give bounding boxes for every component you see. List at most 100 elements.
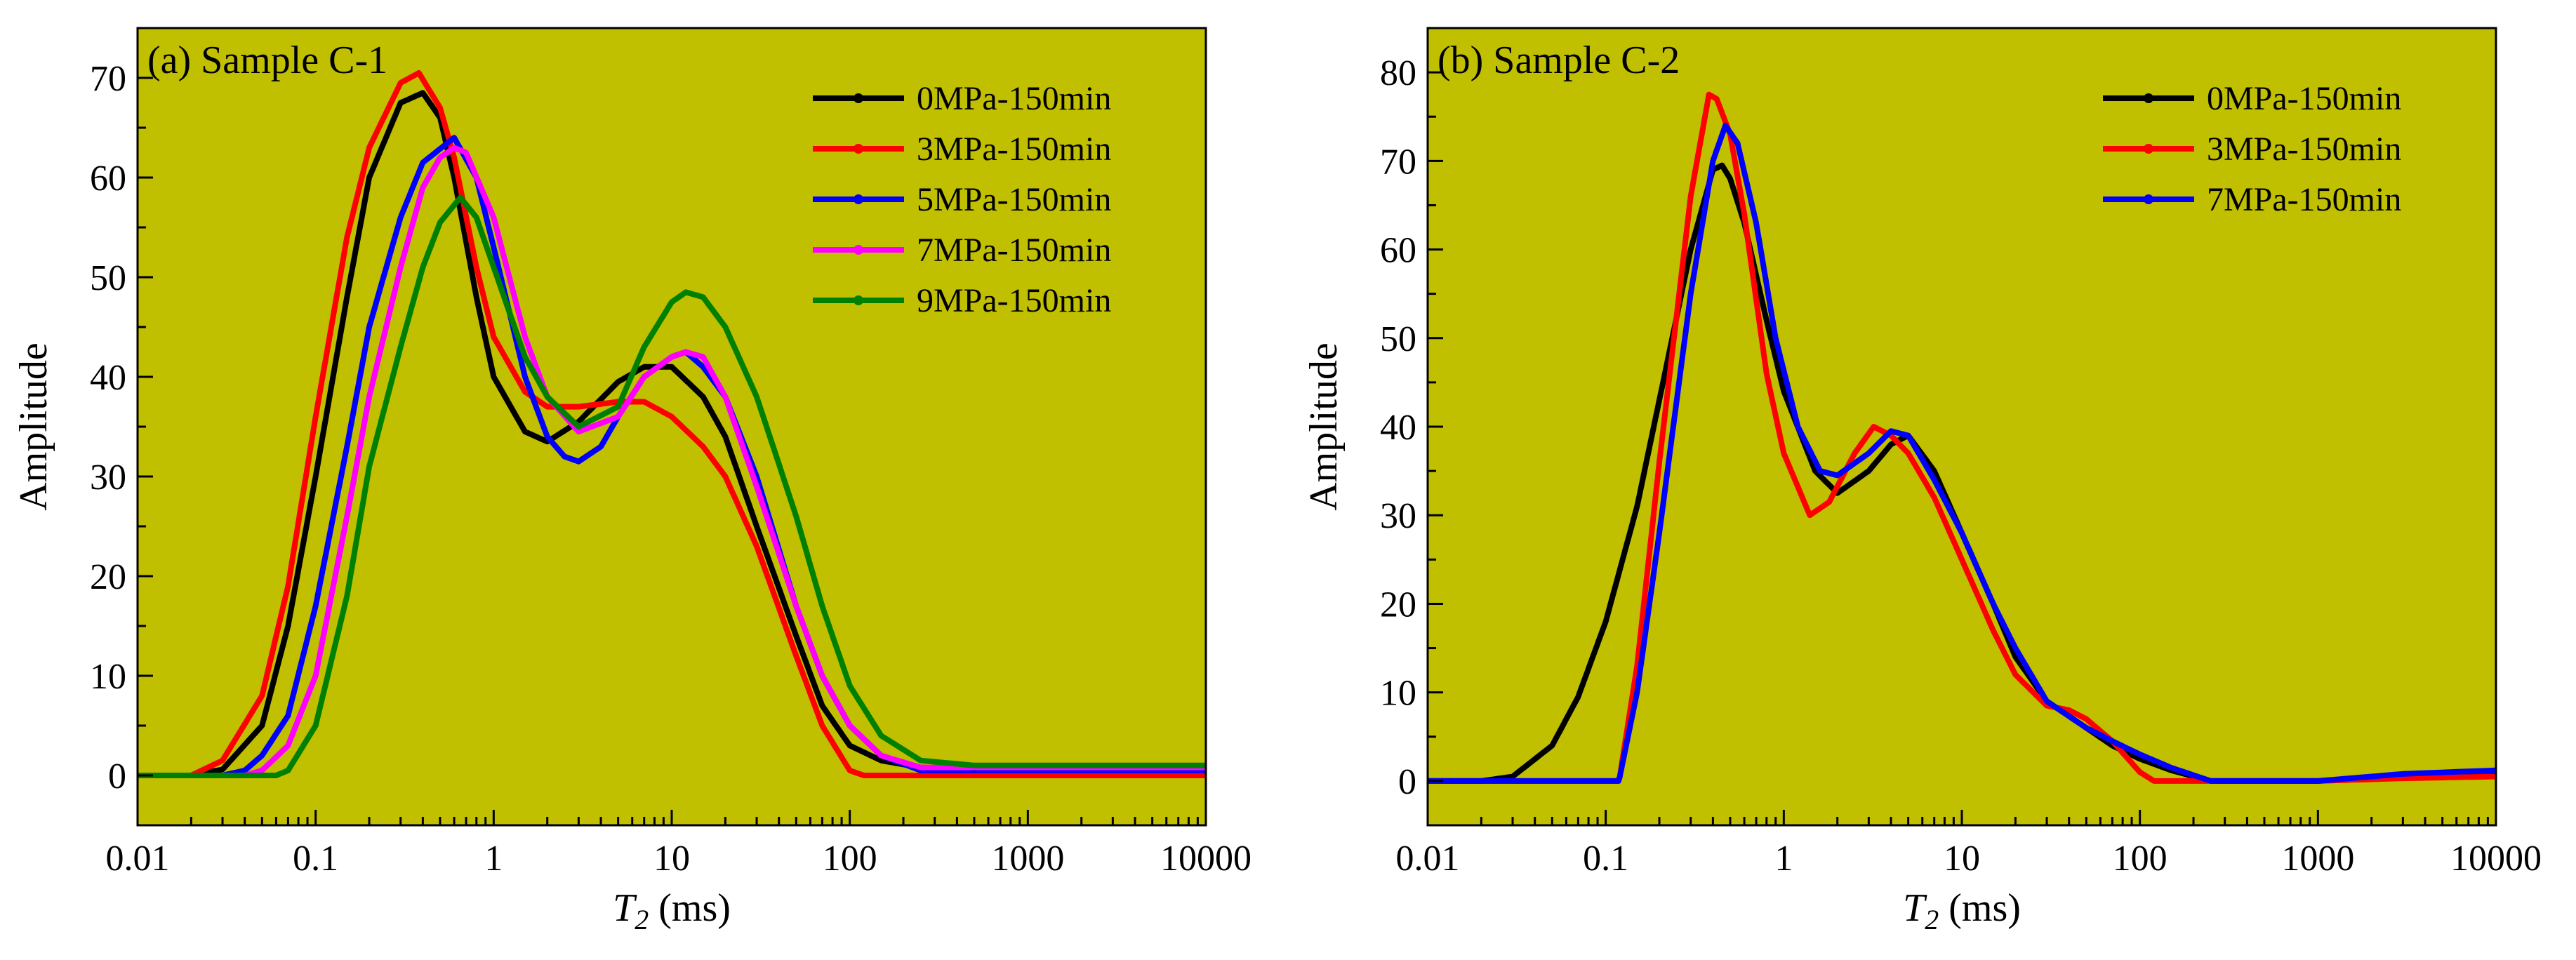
data-point (1735, 140, 1740, 146)
data-point (2012, 646, 2018, 651)
data-point (437, 155, 443, 161)
data-point (1727, 176, 1733, 182)
x-axis-label-symbol: T (1903, 886, 1927, 930)
data-point (642, 344, 647, 349)
y-tick-label: 70 (1380, 142, 1416, 182)
data-point (722, 324, 728, 330)
data-point (847, 683, 853, 688)
y-tick-label: 20 (90, 557, 126, 597)
data-point (285, 768, 291, 773)
series-7mpa-150min (1428, 122, 2496, 784)
data-point (491, 374, 496, 380)
data-point (285, 713, 291, 719)
y-tick-label: 40 (1380, 408, 1416, 448)
data-point (1753, 220, 1759, 226)
data-point (366, 324, 372, 330)
data-point (1634, 690, 1640, 695)
data-point (878, 733, 884, 738)
data-point (437, 220, 443, 225)
data-point (754, 484, 759, 489)
chart-panel-b: 0.01 0.1 1 10 100 1000 10000 0 10 20 30 40 50 60 70 80 T… (1302, 27, 2542, 935)
x-tick-label: 1000 (991, 839, 1064, 879)
legend-marker (854, 194, 863, 204)
data-point (2400, 771, 2405, 777)
x-tick-label: 0.01 (1396, 839, 1460, 879)
y-tick-label: 10 (1380, 674, 1416, 714)
data-point (259, 753, 265, 759)
legend-item-0mpa-150min: 0MPa-150min (2103, 80, 2401, 117)
data-point (847, 723, 853, 728)
legend-marker (854, 144, 863, 154)
data-point (701, 364, 706, 370)
data-point (398, 344, 404, 349)
data-point (344, 294, 350, 300)
data-point (220, 758, 225, 764)
data-point (1741, 211, 1747, 217)
y-tick-label: 50 (90, 258, 126, 298)
data-point (420, 90, 425, 95)
series-0mpa-150min (138, 90, 1206, 778)
data-point (861, 773, 867, 778)
data-point (451, 155, 457, 161)
x-axis-label-subscript: 2 (635, 904, 649, 935)
data-point (398, 215, 404, 220)
legend-item-7mpa-150min: 7MPa-150min (813, 232, 1111, 269)
data-point (242, 768, 248, 773)
data-point (474, 294, 479, 300)
data-point (344, 514, 350, 519)
legend-label: 0MPa-150min (917, 80, 1111, 117)
legend-item-3mpa-150min: 3MPa-150min (813, 131, 1111, 168)
legend-marker (854, 295, 863, 305)
legend-marker (2144, 93, 2153, 103)
data-point (1888, 441, 1894, 447)
data-point (545, 404, 550, 410)
data-point (1826, 499, 1832, 505)
data-point (793, 604, 799, 609)
x-tick-label: 0.1 (293, 839, 338, 879)
legend-marker (854, 245, 863, 255)
data-point (642, 399, 647, 404)
legend-label: 9MPa-150min (917, 282, 1111, 319)
data-point (1871, 424, 1876, 429)
data-point (616, 379, 621, 385)
data-point (701, 394, 706, 399)
data-point (285, 742, 291, 748)
data-point (344, 593, 350, 599)
data-point (2109, 738, 2115, 744)
data-point (1888, 428, 1894, 434)
legend-item-5mpa-150min: 5MPa-150min (813, 181, 1111, 218)
y-tick-label: 70 (90, 59, 126, 99)
y-tick-label: 80 (1380, 53, 1416, 93)
chart-panel-a: 0.01 0.1 1 10 100 1000 10000 0 10 20 30 40 50 60 70 T2 … (12, 27, 1252, 935)
data-point (847, 768, 853, 773)
plot-area (1428, 28, 2496, 825)
data-point (1710, 158, 1715, 164)
data-point (1795, 424, 1800, 429)
data-point (669, 414, 675, 420)
y-tick-label: 60 (1380, 231, 1416, 271)
data-point (398, 80, 404, 86)
data-point (2066, 707, 2072, 713)
data-point (847, 742, 853, 748)
y-axis: 0 10 20 30 40 50 60 70 (90, 27, 153, 827)
series-line-9mpa-150min (138, 194, 1206, 778)
x-tick-label: 10000 (2450, 839, 2542, 879)
y-tick-label: 60 (90, 159, 126, 199)
data-point (1959, 531, 1965, 535)
legend: 0MPa-150min 3MPa-150min 7MPa-150min (2103, 80, 2401, 218)
legend-item-9mpa-150min: 9MPa-150min (813, 282, 1111, 319)
data-point (616, 404, 621, 410)
x-tick-label: 0.1 (1583, 839, 1628, 879)
data-point (1812, 468, 1818, 474)
data-point (1575, 694, 1581, 700)
data-point (1657, 531, 1662, 535)
data-point (683, 289, 689, 295)
data-point (285, 623, 291, 629)
data-point (2012, 672, 2018, 677)
data-point (576, 404, 581, 410)
x-axis: 0.01 0.1 1 10 100 1000 10000 (1396, 810, 2542, 879)
data-point (1764, 371, 1770, 376)
data-point (1706, 92, 1712, 98)
data-point (366, 394, 372, 399)
data-point (366, 175, 372, 180)
